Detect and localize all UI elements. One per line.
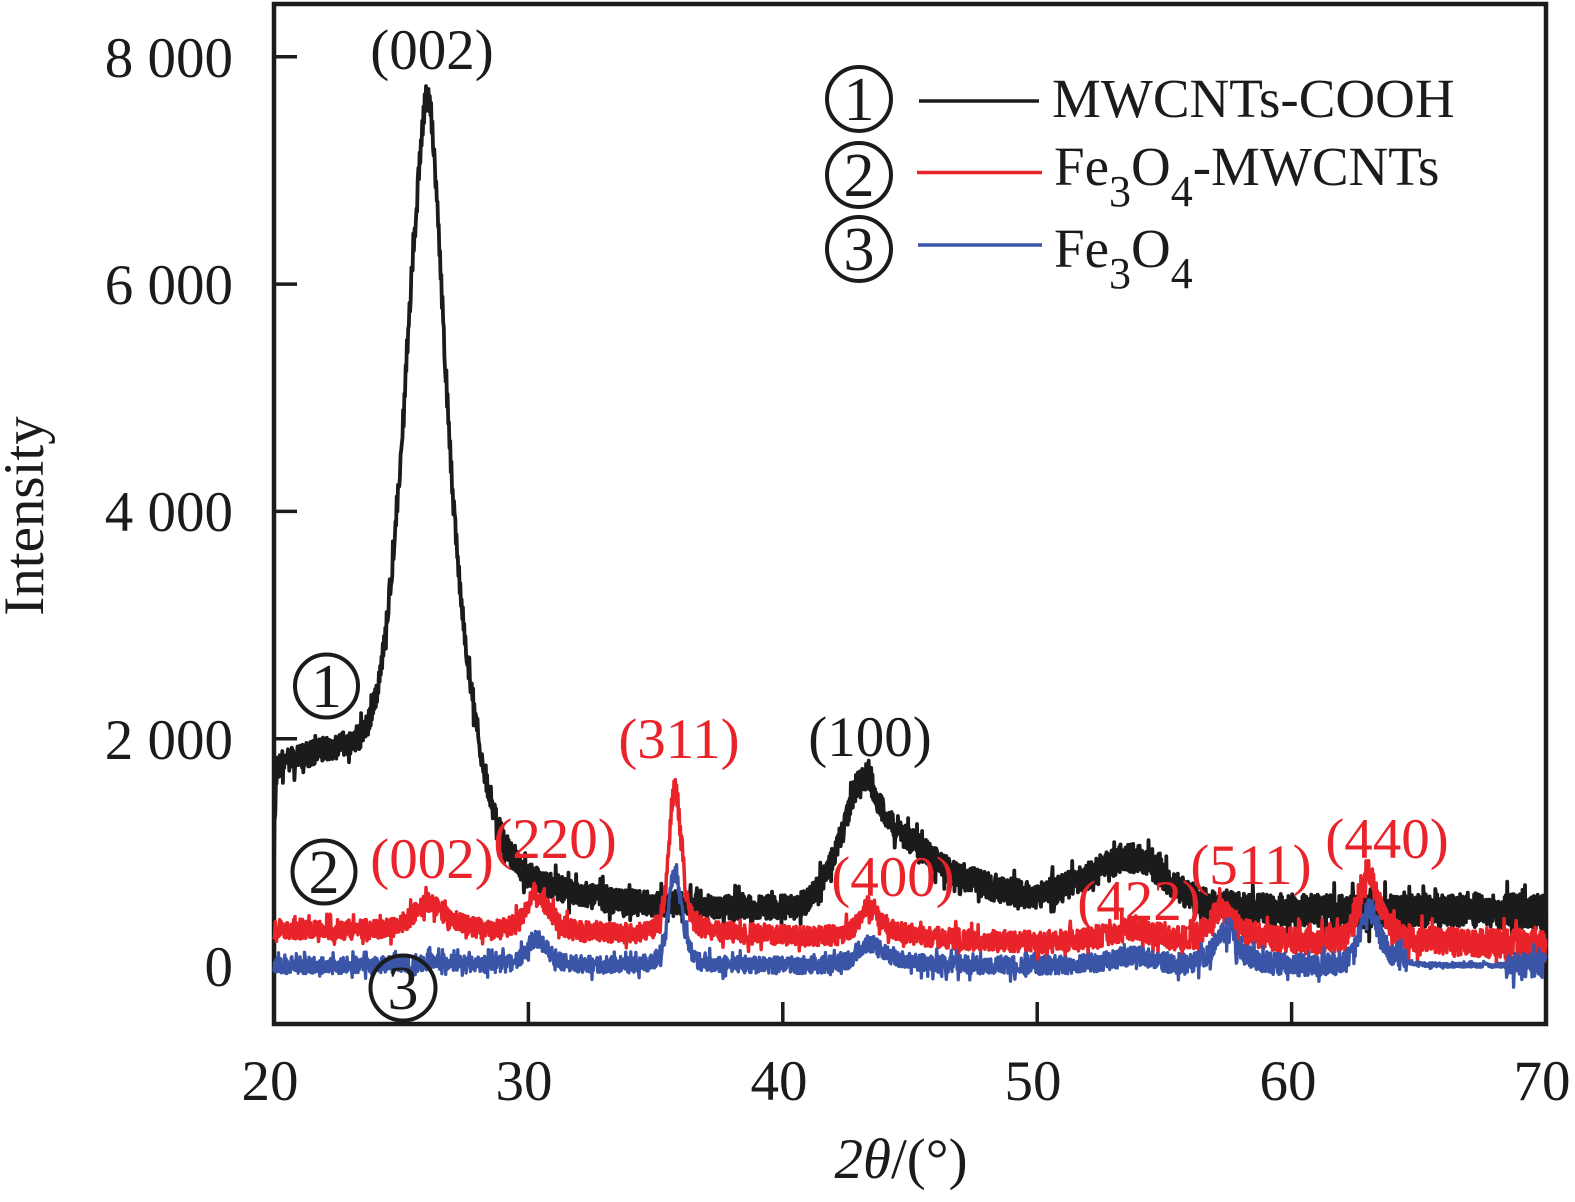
svg-text:2: 2	[309, 839, 340, 907]
svg-text:8 000: 8 000	[105, 27, 233, 90]
svg-text:1: 1	[844, 66, 875, 134]
svg-text:(002): (002)	[370, 828, 493, 891]
svg-text:40: 40	[751, 1050, 808, 1113]
svg-text:(311): (311)	[618, 708, 739, 771]
svg-text:2θ/(°): 2θ/(°)	[834, 1128, 967, 1191]
svg-text:30: 30	[496, 1050, 553, 1113]
svg-text:3: 3	[388, 955, 419, 1023]
svg-text:(220): (220)	[493, 808, 616, 871]
svg-text:(440): (440)	[1325, 808, 1448, 871]
svg-text:50: 50	[1005, 1050, 1062, 1113]
svg-text:(002): (002)	[370, 19, 493, 82]
svg-text:(400): (400)	[831, 846, 954, 909]
svg-text:MWCNTs-COOH: MWCNTs-COOH	[1052, 68, 1455, 129]
svg-text:3: 3	[844, 216, 875, 284]
svg-text:60: 60	[1260, 1050, 1317, 1113]
svg-text:6 000: 6 000	[105, 254, 233, 317]
svg-text:1: 1	[311, 653, 342, 721]
svg-text:(100): (100)	[808, 706, 931, 769]
svg-text:2 000: 2 000	[105, 709, 233, 772]
svg-text:0: 0	[205, 936, 234, 999]
svg-text:70: 70	[1514, 1050, 1571, 1113]
svg-text:Intensity: Intensity	[0, 416, 56, 616]
svg-text:(511): (511)	[1190, 834, 1311, 897]
svg-text:2: 2	[844, 142, 875, 210]
svg-text:20: 20	[242, 1050, 299, 1113]
svg-text:(422): (422)	[1077, 870, 1200, 933]
svg-text:4 000: 4 000	[105, 481, 233, 544]
